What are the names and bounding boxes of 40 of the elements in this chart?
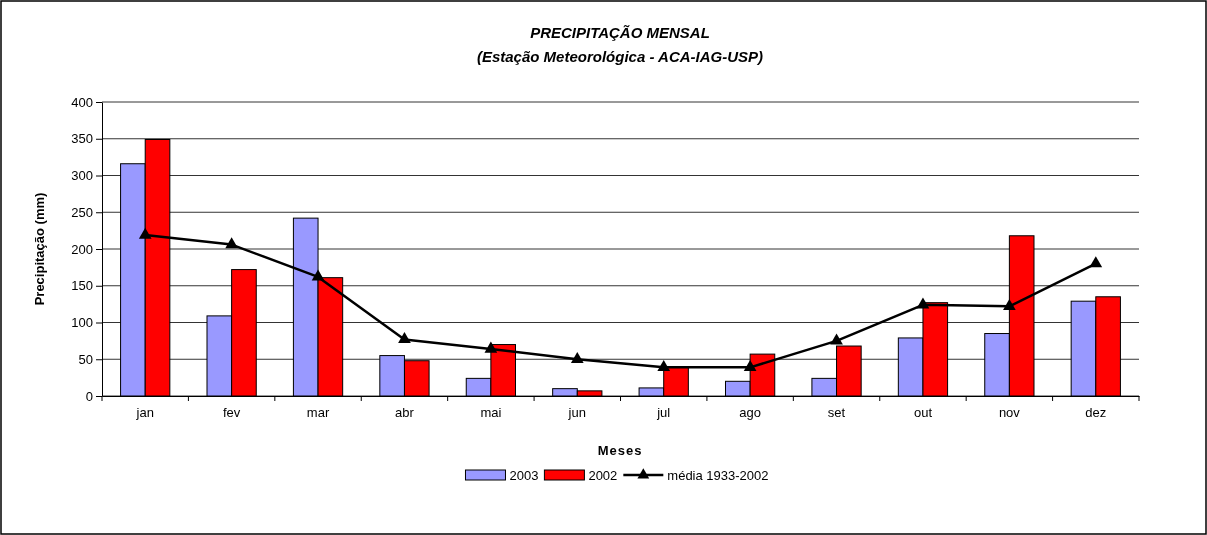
point	[743, 359, 757, 371]
x-tick-label: mar	[306, 405, 330, 421]
x-tick-label: nov	[998, 405, 1021, 421]
x-tick-label: out	[913, 405, 933, 421]
point	[1089, 256, 1103, 268]
x-tick-label: abr	[395, 405, 415, 421]
point	[138, 227, 152, 239]
y-tick-label: 100	[71, 315, 93, 331]
y-axis-title: Precipitação (mm)	[32, 192, 47, 306]
point	[1003, 298, 1016, 310]
x-tick-label: mai	[480, 405, 502, 421]
x-tick-label: fev	[222, 405, 241, 421]
x-tick-label: jun	[567, 405, 586, 421]
chart-subtitle: (Estação Meteorológica - ACA-IAG-USP)	[476, 48, 764, 65]
legend-label: 2002	[588, 468, 618, 483]
y-tick-label: 0	[85, 388, 93, 404]
x-tick-label: dez	[1085, 405, 1107, 421]
chart-title: PRECIPITAÇÃO MENSAL	[530, 24, 710, 41]
point	[570, 351, 584, 363]
y-tick-label: 250	[71, 204, 93, 220]
x-tick-label: ago	[739, 405, 761, 421]
legend-label: 2003	[509, 468, 539, 483]
point	[225, 237, 238, 249]
point	[830, 333, 843, 345]
x-tick-label: set	[827, 405, 846, 421]
y-tick-label: 150	[71, 278, 93, 294]
point	[398, 332, 411, 344]
y-tick-label: 200	[71, 241, 93, 257]
point	[311, 269, 325, 281]
y-tick-label: 400	[71, 94, 93, 110]
x-tick-label: jul	[656, 405, 671, 421]
y-tick-label: 50	[78, 351, 93, 367]
point	[657, 359, 671, 371]
point	[484, 341, 498, 353]
y-tick-label: 350	[71, 131, 93, 147]
y-tick-label: 300	[71, 168, 93, 184]
x-axis-title: Meses	[597, 443, 643, 458]
legend-label: média 1933-2002	[667, 468, 769, 483]
x-tick-label: jan	[135, 405, 154, 421]
point	[916, 297, 930, 309]
